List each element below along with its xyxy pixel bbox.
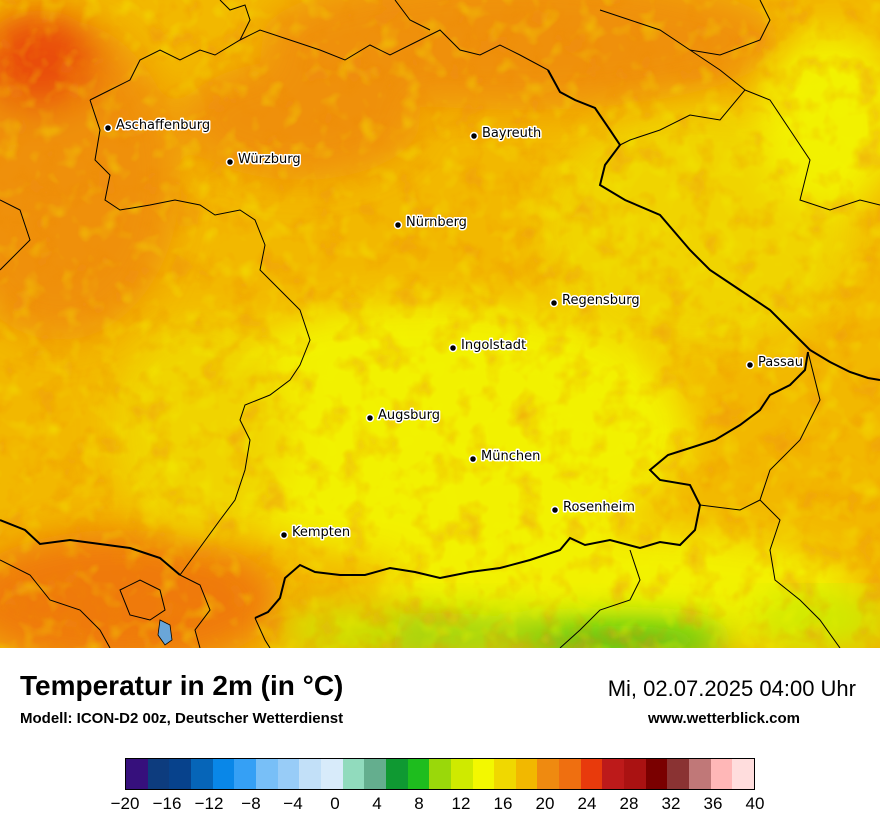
city-marker: Kempten: [279, 524, 352, 542]
color-scale-segment: [580, 759, 603, 789]
color-scale-tick-label: 32: [661, 794, 681, 813]
color-scale-segment: [710, 759, 733, 789]
color-scale-tick-label: −8: [241, 794, 261, 813]
color-scale-tick-label: 8: [414, 794, 424, 813]
color-scale-tick-label: 40: [745, 794, 765, 813]
color-scale-tick-label: 12: [451, 794, 471, 813]
color-scale-segment: [494, 759, 516, 789]
city-label: Ingolstadt: [461, 338, 526, 353]
city-marker: Regensburg: [549, 292, 641, 310]
map-title: Temperatur in 2m (in °C): [20, 670, 344, 701]
color-scale-segment: [212, 759, 235, 789]
city-dot: [225, 157, 235, 167]
city-marker: Passau: [745, 354, 804, 372]
city-marker: Würzburg: [225, 151, 302, 169]
color-scale-tick-label: −20: [110, 794, 140, 813]
color-scale-segment: [320, 759, 343, 789]
city-dot: [550, 505, 560, 515]
country-border: [0, 69, 880, 619]
city-dot: [103, 123, 113, 133]
city-label: Bayreuth: [482, 126, 541, 141]
color-scale-tick-label: 0: [330, 794, 340, 813]
website-link[interactable]: www.wetterblick.com: [648, 710, 800, 727]
color-scale-segment: [169, 759, 191, 789]
color-scale-segment: [537, 759, 560, 789]
color-scale-tick-label: 16: [493, 794, 513, 813]
color-scale-segment: [559, 759, 581, 789]
color-scale-segment: [147, 759, 170, 789]
color-scale-tick-label: 4: [372, 794, 382, 813]
city-marker: Aschaffenburg: [103, 117, 212, 135]
city-dot: [279, 530, 289, 540]
color-scale-segment: [624, 759, 646, 789]
color-scale-segment: [407, 759, 430, 789]
city-marker: München: [468, 448, 542, 466]
color-scale-segment: [385, 759, 408, 789]
city-label: Augsburg: [378, 408, 440, 423]
city-label: Rosenheim: [563, 500, 635, 515]
city-marker: Augsburg: [365, 407, 442, 425]
city-dot: [393, 220, 403, 230]
color-scale-segment: [342, 759, 365, 789]
city-dot: [468, 454, 478, 464]
color-scale-segment: [689, 759, 711, 789]
color-scale-segment: [450, 759, 473, 789]
temperature-texture-2: [0, 0, 880, 648]
color-scale-segment: [299, 759, 321, 789]
color-scale-tick-label: 36: [703, 794, 723, 813]
color-scale-segment: [234, 759, 256, 789]
city-label: Kempten: [292, 525, 350, 540]
model-info: Modell: ICON-D2 00z, Deutscher Wetterdie…: [20, 710, 344, 727]
color-scale-segment: [472, 759, 495, 789]
city-marker: Ingolstadt: [448, 337, 528, 355]
city-dot: [365, 413, 375, 423]
color-scale-segment: [190, 759, 213, 789]
city-dot: [469, 131, 479, 141]
color-scale-tick-label: −4: [283, 794, 303, 813]
city-label: Passau: [758, 355, 803, 370]
city-label: Nürnberg: [406, 215, 467, 230]
regional-borders: [0, 0, 880, 648]
lake-constance: [157, 619, 173, 646]
color-scale-segment: [277, 759, 300, 789]
color-scale-tick-label: 28: [619, 794, 639, 813]
color-scale-segment: [602, 759, 625, 789]
city-dot: [448, 343, 458, 353]
city-label: Aschaffenburg: [116, 118, 210, 133]
color-scale-ticks: −20 −16 −12 −8 −4 0 4 8 12 16 20 24 28 32 36 40: [111, 794, 765, 818]
city-label: Würzburg: [238, 152, 301, 167]
city-label: Regensburg: [562, 293, 640, 308]
color-scale-segment: [364, 759, 386, 789]
color-scale-segment: [126, 759, 148, 789]
city-dot: [549, 298, 559, 308]
color-scale-tick-label: −16: [152, 794, 182, 813]
valid-datetime: Mi, 02.07.2025 04:00 Uhr: [607, 676, 856, 701]
color-scale-tick-label: 20: [535, 794, 555, 813]
color-scale-segment: [732, 759, 755, 789]
city-dot: [745, 360, 755, 370]
color-scale-tick-label: 24: [577, 794, 597, 813]
color-scale-bar: [125, 758, 755, 790]
city-layer: Aschaffenburg Würzburg Bayreuth Nürnberg Reg…: [103, 117, 804, 542]
city-marker: Bayreuth: [469, 125, 543, 143]
color-scale-segment: [429, 759, 451, 789]
color-scale-segment: [255, 759, 278, 789]
color-scale-segment: [515, 759, 538, 789]
color-scale-segment: [667, 759, 690, 789]
city-marker: Nürnberg: [393, 214, 468, 232]
city-marker: Rosenheim: [550, 499, 636, 517]
color-scale-tick-label: −12: [194, 794, 224, 813]
color-scale-segment: [645, 759, 668, 789]
temperature-map: Aschaffenburg Würzburg Bayreuth Nürnberg Reg…: [0, 0, 880, 648]
city-label: München: [481, 449, 540, 464]
